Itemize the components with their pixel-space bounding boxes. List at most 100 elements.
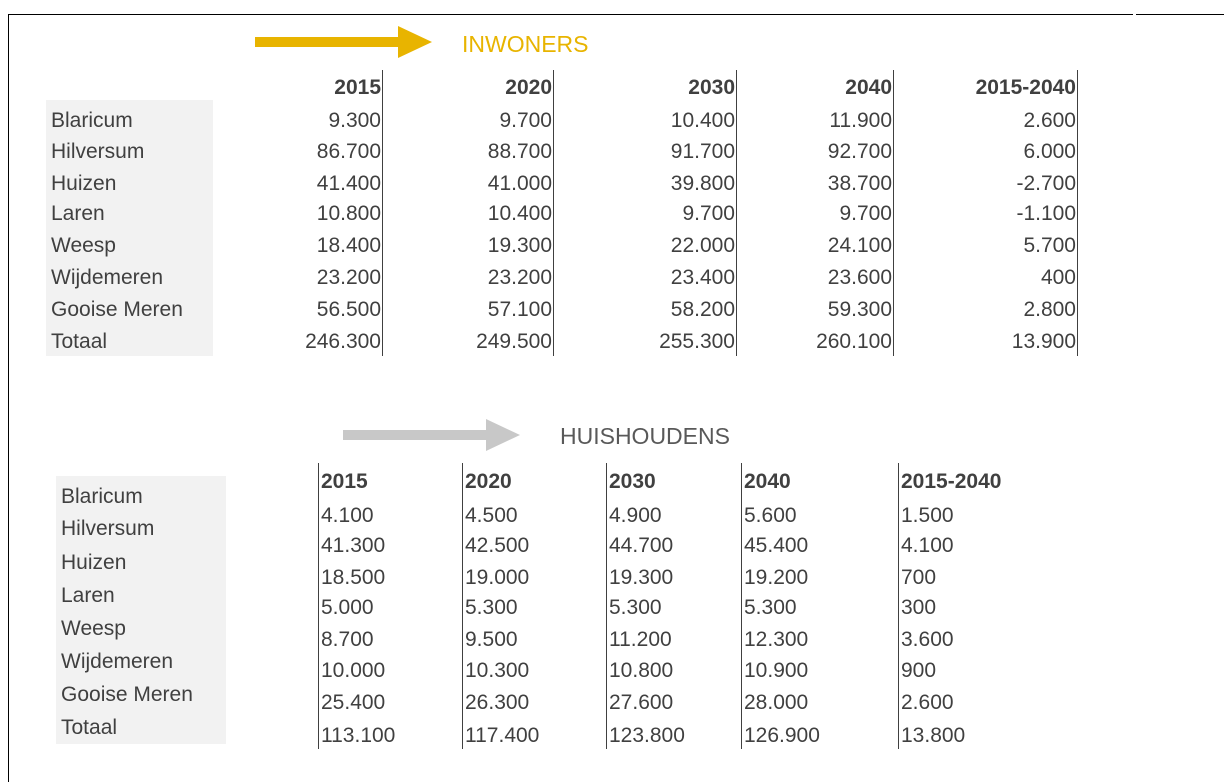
column-line xyxy=(741,463,742,749)
cell: 13.800 xyxy=(901,724,966,747)
cell: 9.300 xyxy=(328,109,381,132)
column-line xyxy=(606,463,607,749)
column-line xyxy=(462,463,463,749)
cell: 41.300 xyxy=(321,534,386,557)
cell: 23.200 xyxy=(487,266,552,289)
row-label: Weesp xyxy=(51,234,116,257)
cell: 19.300 xyxy=(609,566,674,589)
column-header: 2030 xyxy=(688,76,735,99)
row-label: Blaricum xyxy=(51,109,133,132)
cell: 42.500 xyxy=(465,534,530,557)
cell: 41.000 xyxy=(487,172,552,195)
column-header: 2030 xyxy=(609,470,656,493)
cell: 700 xyxy=(901,566,937,589)
column-header: 2040 xyxy=(744,470,791,493)
cell: 260.100 xyxy=(816,330,892,353)
cell: 10.800 xyxy=(316,202,381,225)
cell: 2.600 xyxy=(901,691,954,714)
cell: 59.300 xyxy=(827,298,892,321)
column-line xyxy=(553,70,554,356)
cell: 86.700 xyxy=(316,140,381,163)
row-label-bg xyxy=(46,100,213,356)
cell: 4.100 xyxy=(901,534,954,557)
cell: 9.700 xyxy=(839,202,892,225)
cell: 126.900 xyxy=(744,724,820,747)
cell: 5.300 xyxy=(609,596,662,619)
cell: 900 xyxy=(901,659,937,682)
row-label: Blaricum xyxy=(61,485,143,508)
row-label: Wijdemeren xyxy=(61,650,174,673)
cell: 10.300 xyxy=(465,659,530,682)
column-header: 2020 xyxy=(505,76,552,99)
cell: -1.100 xyxy=(1016,202,1076,225)
cell: 117.400 xyxy=(465,724,540,747)
cell: 10.800 xyxy=(609,659,674,682)
row-label: Totaal xyxy=(51,330,108,353)
cell: 91.700 xyxy=(670,140,735,163)
frame-left xyxy=(8,14,9,782)
cell: 44.700 xyxy=(609,534,674,557)
column-line xyxy=(736,70,737,356)
cell: 41.400 xyxy=(316,172,381,195)
cell: 4.500 xyxy=(465,504,518,527)
cell: 23.200 xyxy=(316,266,381,289)
cell: 3.600 xyxy=(901,628,954,651)
row-label: Gooise Meren xyxy=(51,298,183,321)
frame-top-right xyxy=(1136,14,1224,15)
cell: 9.500 xyxy=(465,628,518,651)
row-label: Huizen xyxy=(61,551,127,574)
cell: 4.900 xyxy=(609,504,662,527)
column-line xyxy=(318,463,319,749)
arrow-yellow xyxy=(255,26,432,58)
column-line xyxy=(382,70,383,356)
row-label: Weesp xyxy=(61,617,126,640)
cell: 12.300 xyxy=(744,628,809,651)
cell: 13.900 xyxy=(1011,330,1076,353)
cell: 28.000 xyxy=(744,691,809,714)
cell: 39.800 xyxy=(670,172,735,195)
cell: 2.600 xyxy=(1023,109,1076,132)
cell: -2.700 xyxy=(1016,172,1076,195)
frame-top xyxy=(8,14,1133,15)
cell: 57.100 xyxy=(487,298,552,321)
cell: 246.300 xyxy=(305,330,381,353)
cell: 58.200 xyxy=(670,298,735,321)
cell: 9.700 xyxy=(682,202,735,225)
cell: 19.300 xyxy=(487,234,552,257)
cell: 5.000 xyxy=(321,596,374,619)
column-line xyxy=(893,70,894,356)
column-header: 2040 xyxy=(845,76,892,99)
cell: 5.300 xyxy=(744,596,797,619)
cell: 4.100 xyxy=(321,504,374,527)
row-label: Huizen xyxy=(51,172,117,195)
cell: 5.600 xyxy=(744,504,797,527)
column-header: 2015 xyxy=(321,470,368,493)
cell: 10.400 xyxy=(487,202,552,225)
cell: 113.100 xyxy=(321,724,396,747)
cell: 6.000 xyxy=(1023,140,1076,163)
row-label: Hilversum xyxy=(51,140,145,163)
cell: 5.700 xyxy=(1023,234,1076,257)
row-label: Totaal xyxy=(61,716,118,739)
cell: 9.700 xyxy=(499,109,552,132)
cell: 22.000 xyxy=(670,234,735,257)
cell: 10.900 xyxy=(744,659,809,682)
cell: 5.300 xyxy=(465,596,518,619)
table-title: INWONERS xyxy=(462,31,589,57)
cell: 23.400 xyxy=(670,266,735,289)
cell: 8.700 xyxy=(321,628,374,651)
row-label: Gooise Meren xyxy=(61,683,193,706)
cell: 249.500 xyxy=(476,330,552,353)
cell: 123.800 xyxy=(609,724,685,747)
cell: 25.400 xyxy=(321,691,386,714)
row-label-bg xyxy=(56,476,226,744)
row-label: Laren xyxy=(51,202,105,225)
cell: 26.300 xyxy=(465,691,530,714)
cell: 400 xyxy=(1040,266,1076,289)
cell: 38.700 xyxy=(827,172,892,195)
cell: 11.900 xyxy=(829,109,892,132)
cell: 92.700 xyxy=(827,140,892,163)
column-header: 2015-2040 xyxy=(901,470,1002,493)
